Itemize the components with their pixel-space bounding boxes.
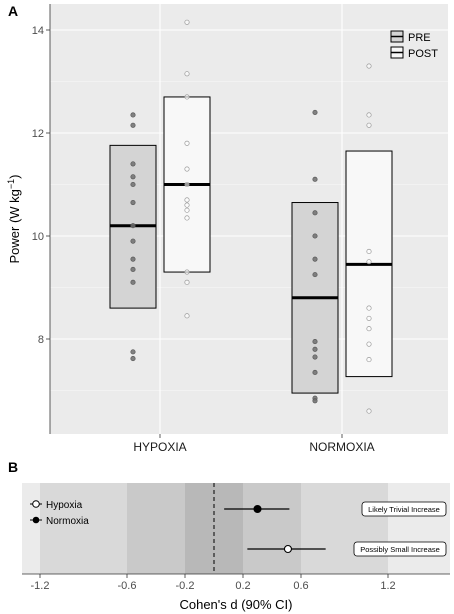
legend-marker-hypoxia: [32, 500, 40, 508]
point-hypoxia-pre-10: [130, 279, 136, 285]
annotation-box-hypoxia: [353, 541, 447, 557]
legend-item-pre: PRE: [390, 30, 431, 44]
annotation-text-hypoxia: Possibly Small Increase: [360, 545, 440, 554]
point-normoxia-post-1: [366, 112, 372, 118]
y-tick-label-10: 10: [32, 231, 44, 243]
point-normoxia-post-9: [366, 357, 372, 363]
x-tick-label--1-2: -1.2: [31, 580, 50, 592]
panel-a-label: A: [8, 3, 18, 19]
legend-item-post: POST: [390, 46, 438, 60]
point-normoxia-pre-1: [312, 176, 318, 182]
point-normoxia-post-10: [366, 408, 372, 414]
point-normoxia-pre-2: [312, 210, 318, 216]
x-tick-label-hypoxia: HYPOXIA: [133, 440, 186, 454]
point-normoxia-post-4: [366, 259, 372, 265]
point-normoxia-post-0: [366, 63, 372, 69]
point-normoxia-pre-5: [312, 272, 318, 278]
point-hypoxia-post-0: [184, 19, 190, 25]
point-hypoxia-post-3: [184, 140, 190, 146]
point-normoxia-pre-11: [312, 398, 318, 404]
point-hypoxia-pre-2: [130, 161, 136, 167]
point-hypoxia-pre-0: [130, 112, 136, 118]
point-hypoxia-pre-9: [130, 266, 136, 273]
panel-b-threshold-bands: [40, 483, 388, 574]
estimate-point-hypoxia: [283, 544, 293, 554]
point-hypoxia-pre-3: [130, 174, 136, 180]
annotation-box-normoxia: [361, 501, 447, 517]
panel-b-estimates: Likely Trivial Increase Possibly Small In…: [224, 501, 447, 557]
point-hypoxia-post-12: [184, 313, 190, 319]
point-normoxia-pre-0: [312, 109, 318, 115]
point-hypoxia-pre-8: [130, 256, 136, 262]
panel-b-axes: -1.2 -0.6 -0.2 0.2 0.6 1.2: [22, 573, 450, 592]
point-hypoxia-post-8: [184, 207, 190, 213]
legend-label-hypoxia: Hypoxia: [46, 500, 83, 511]
y-tick-label-14: 14: [32, 25, 44, 37]
x-tick-label--0-2: -0.2: [176, 580, 195, 592]
point-hypoxia-post-4: [184, 166, 190, 172]
annotation-text-normoxia: Likely Trivial Increase: [368, 505, 440, 514]
point-hypoxia-pre-1: [130, 122, 136, 128]
point-normoxia-pre-9: [312, 369, 318, 376]
panel-a-legend: PRE POST: [390, 30, 438, 60]
point-normoxia-pre-4: [312, 256, 318, 262]
point-hypoxia-pre-12: [130, 356, 136, 362]
point-hypoxia-post-10: [184, 269, 190, 275]
y-axis-title: Power (W kg−1): [6, 174, 22, 263]
point-normoxia-post-6: [366, 315, 372, 321]
panel-b-legend: Hypoxia Normoxia: [30, 500, 89, 527]
x-tick-label-0-6: 0.6: [293, 580, 308, 592]
point-hypoxia-post-2: [184, 94, 190, 100]
point-normoxia-post-3: [366, 248, 372, 255]
point-hypoxia-post-9: [184, 215, 190, 221]
x-tick-label-normoxia: NORMOXIA: [309, 440, 374, 454]
point-normoxia-post-5: [366, 305, 372, 311]
panel-a-axes: 8 10 12 14 HYPOXIA NORMOXIA: [32, 4, 375, 454]
point-normoxia-pre-7: [312, 346, 318, 352]
point-hypoxia-post-11: [184, 279, 190, 285]
legend-marker-normoxia: [32, 516, 40, 524]
legend-item-normoxia: Normoxia: [30, 516, 89, 527]
panel-a-points: [130, 19, 372, 414]
legend-item-hypoxia: Hypoxia: [30, 500, 83, 511]
point-hypoxia-pre-11: [130, 349, 136, 355]
estimate-point-normoxia: [253, 504, 262, 514]
point-hypoxia-pre-5: [130, 199, 136, 206]
legend-label-normoxia: Normoxia: [46, 516, 89, 527]
point-normoxia-pre-8: [312, 354, 318, 360]
point-normoxia-post-2: [366, 122, 372, 128]
point-hypoxia-post-1: [184, 71, 190, 77]
point-normoxia-post-8: [366, 341, 372, 347]
y-tick-label-8: 8: [38, 334, 44, 346]
legend-label-post: POST: [408, 48, 438, 60]
point-normoxia-pre-6: [312, 339, 318, 345]
point-hypoxia-pre-6: [130, 223, 136, 229]
point-hypoxia-post-5: [184, 181, 190, 188]
point-hypoxia-post-6: [184, 197, 190, 203]
point-hypoxia-post-7: [184, 202, 190, 208]
point-normoxia-post-7: [366, 326, 372, 332]
point-hypoxia-pre-7: [130, 238, 136, 244]
x-tick-label-0-2: 0.2: [235, 580, 250, 592]
point-hypoxia-pre-4: [130, 181, 136, 188]
panel-a-gridlines: [50, 4, 448, 434]
point-normoxia-pre-3: [312, 233, 318, 239]
y-tick-label-12: 12: [32, 128, 44, 140]
x-tick-label--0-6: -0.6: [118, 580, 137, 592]
x-axis-title: Cohen's d (90% CI): [179, 597, 292, 612]
panel-b-label: B: [8, 459, 18, 475]
x-tick-label-1-2: 1.2: [380, 580, 395, 592]
legend-label-pre: PRE: [408, 32, 431, 44]
